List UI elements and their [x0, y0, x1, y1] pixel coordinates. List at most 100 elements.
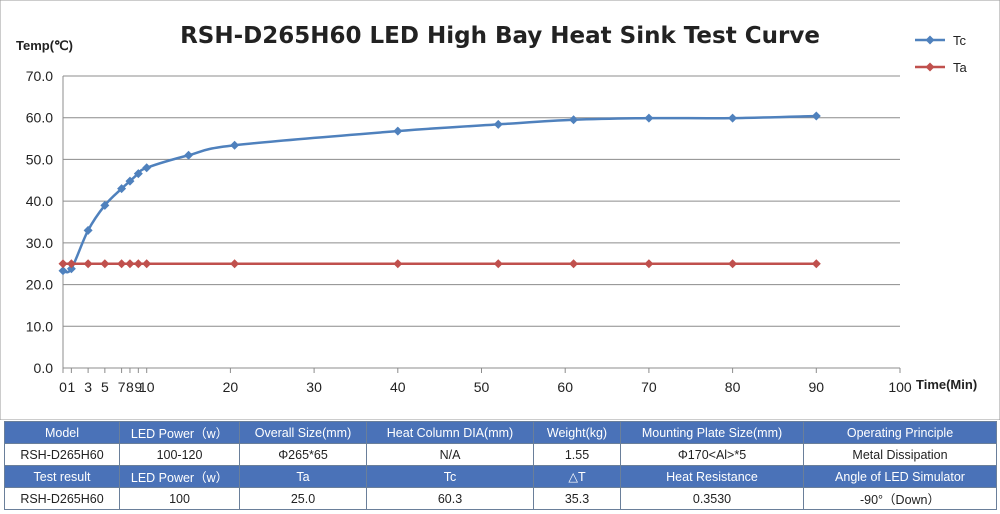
- table-header-row: Model LED Power（w） Overall Size(mm) Heat Co…: [4, 421, 997, 444]
- table-cell: RSH-D265H60: [4, 487, 120, 510]
- data-point-ta: [58, 259, 68, 269]
- chart-frame: [0, 0, 1000, 420]
- data-point-ta: [569, 259, 579, 269]
- table-cell: 100: [119, 487, 240, 510]
- data-point-tc: [569, 115, 579, 125]
- legend: Tc Ta: [915, 33, 968, 75]
- table-cell: 60.3: [366, 487, 534, 510]
- table-header-cell: △T: [533, 465, 621, 488]
- table-header-cell: Heat Resistance: [620, 465, 804, 488]
- y-tick-label: 0.0: [34, 360, 54, 376]
- series-line-tc: [62, 114, 817, 274]
- table-header-cell: Overall Size(mm): [239, 421, 367, 444]
- series-group: [58, 111, 821, 276]
- chart-title: RSH-D265H60 LED High Bay Heat Sink Test …: [180, 23, 820, 49]
- legend-marker-tc: [925, 35, 935, 45]
- x-tick-label: 70: [641, 379, 657, 395]
- data-point-tc: [58, 266, 68, 276]
- data-point-ta: [644, 259, 654, 269]
- data-point-ta: [100, 259, 110, 269]
- table-header-cell: Heat Column DIA(mm): [366, 421, 534, 444]
- data-point-tc: [117, 184, 127, 194]
- y-tick-label: 20.0: [26, 277, 53, 293]
- data-point-ta: [493, 259, 503, 269]
- x-tick-label: 8: [126, 379, 134, 395]
- y-tick-label: 10.0: [26, 318, 53, 334]
- data-point-ta: [728, 259, 738, 269]
- legend-label-tc: Tc: [953, 33, 967, 48]
- table-cell: -90°（Down）: [803, 487, 997, 510]
- data-point-tc: [493, 119, 503, 129]
- data-point-ta: [230, 259, 240, 269]
- table-header-cell: Tc: [366, 465, 534, 488]
- x-tick-label: 80: [725, 379, 741, 395]
- x-tick-label: 7: [118, 379, 126, 395]
- x-tick-label: 10: [139, 379, 155, 395]
- data-point-ta: [66, 259, 76, 269]
- data-point-ta: [393, 259, 403, 269]
- y-tick-label: 70.0: [26, 68, 53, 84]
- table-header-cell: Weight(kg): [533, 421, 621, 444]
- x-tick-label: 5: [101, 379, 109, 395]
- table-cell: Φ170<Al>*5: [620, 443, 804, 466]
- data-point-tc: [133, 169, 143, 179]
- table-row: RSH-D265H60 100 25.0 60.3 35.3 0.3530 -90°（Dow…: [4, 487, 997, 510]
- table-header-cell: LED Power（w）: [119, 421, 240, 444]
- x-tick-label: 0: [59, 379, 67, 395]
- data-point-tc: [393, 126, 403, 136]
- table-header-cell: Test result: [4, 465, 120, 488]
- y-axis-title: Temp(℃): [16, 38, 73, 53]
- x-tick-label: 100: [888, 379, 912, 395]
- y-tick-label: 60.0: [26, 110, 53, 126]
- x-tick-label: 90: [809, 379, 825, 395]
- data-point-tc: [100, 200, 110, 210]
- y-tick-label: 50.0: [26, 151, 53, 167]
- table-row: RSH-D265H60 100-120 Φ265*65 N/A 1.55 Φ170<Al>…: [4, 443, 997, 466]
- data-point-tc: [811, 111, 821, 121]
- table-cell: 35.3: [533, 487, 621, 510]
- table-header-cell: Mounting Plate Size(mm): [620, 421, 804, 444]
- table-header-cell: Ta: [239, 465, 367, 488]
- table-cell: 1.55: [533, 443, 621, 466]
- x-tick-label: 9: [134, 379, 142, 395]
- y-tick-label: 40.0: [26, 193, 53, 209]
- data-point-tc: [644, 113, 654, 123]
- table-cell: N/A: [366, 443, 534, 466]
- x-axis-title: Time(Min): [916, 377, 977, 392]
- axes: [62, 76, 901, 373]
- table-cell: Φ265*65: [239, 443, 367, 466]
- table-cell: RSH-D265H60: [4, 443, 120, 466]
- table-cell: Metal Dissipation: [803, 443, 997, 466]
- table-header-cell: Angle of LED Simulator: [803, 465, 997, 488]
- series-tc: [58, 111, 821, 276]
- table-header-cell: Operating Principle: [803, 421, 997, 444]
- data-point-tc: [125, 176, 135, 186]
- data-point-tc: [66, 264, 76, 274]
- x-tick-label: 20: [223, 379, 239, 395]
- table-cell: 0.3530: [620, 487, 804, 510]
- legend-marker-ta: [925, 62, 935, 72]
- gridlines: [63, 75, 900, 327]
- test-curve-chart: RSH-D265H60 LED High Bay Heat Sink Test …: [0, 0, 1000, 420]
- data-point-ta: [117, 259, 127, 269]
- y-tick-label: 30.0: [26, 235, 53, 251]
- data-point-ta: [133, 259, 143, 269]
- x-tick-label: 50: [474, 379, 490, 395]
- data-point-ta: [125, 259, 135, 269]
- series-ta: [58, 259, 821, 269]
- legend-label-ta: Ta: [953, 60, 968, 75]
- data-point-ta: [142, 259, 152, 269]
- table-cell: 100-120: [119, 443, 240, 466]
- x-tick-label: 30: [306, 379, 322, 395]
- x-tick-label: 40: [390, 379, 406, 395]
- data-point-ta: [811, 259, 821, 269]
- y-tick-labels: 0.0 10.0 20.0 30.0 40.0 50.0 60.0 70.0: [26, 68, 53, 376]
- data-point-tc: [83, 225, 93, 235]
- x-tick-label: 3: [84, 379, 92, 395]
- table-cell: 25.0: [239, 487, 367, 510]
- x-tick-labels: 0 1 3 5 7 8 910 20 30 40 50 60 70 80 90 100: [59, 379, 912, 395]
- x-tick-label: 60: [557, 379, 573, 395]
- data-point-tc: [184, 150, 194, 160]
- table-header-row: Test result LED Power（w） Ta Tc △T Heat Resist…: [4, 465, 997, 488]
- data-point-ta: [83, 259, 93, 269]
